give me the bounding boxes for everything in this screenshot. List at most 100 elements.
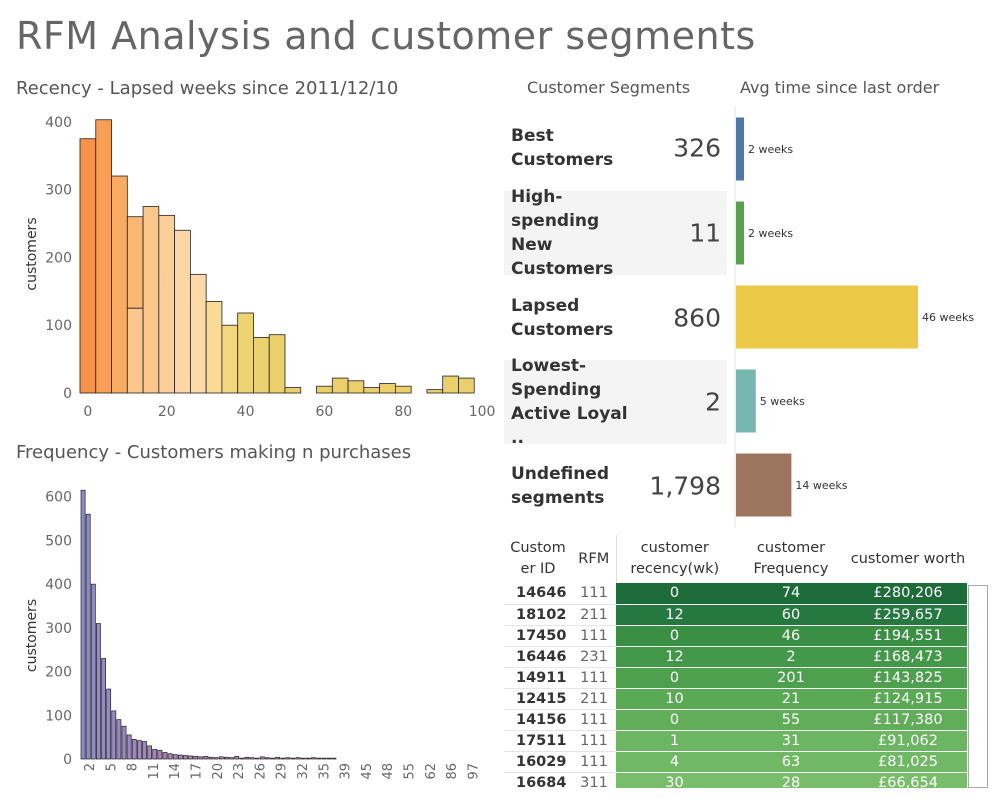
table-row[interactable]: 16446 231 12 2 £168,473 <box>504 646 967 668</box>
segment-row[interactable]: Lowest-Spending Active Loyal .. 2 <box>504 356 727 448</box>
histogram-bar <box>205 301 223 394</box>
histogram-bar <box>158 214 176 394</box>
table-row[interactable]: 16029 111 4 63 £81,025 <box>504 751 967 773</box>
y-tick-label: 0 <box>63 386 72 402</box>
avg-time-label: 46 weeks <box>922 311 974 324</box>
histogram-bar <box>96 623 101 760</box>
histogram-bar <box>188 755 193 760</box>
x-tick-label: 86 <box>445 763 460 780</box>
col-header-rfm[interactable]: RFM <box>578 550 610 567</box>
histogram-bar <box>259 756 265 760</box>
y-tick-label: 200 <box>45 250 72 266</box>
histogram-bar <box>239 757 245 760</box>
histogram-bar <box>116 719 122 760</box>
histogram-bar <box>126 216 144 309</box>
histogram-bar <box>280 757 286 760</box>
x-tick-label: 29 <box>275 763 290 780</box>
histogram-bar <box>331 757 337 760</box>
frequency-chart-title: Frequency - Customers making n purchases <box>16 442 412 463</box>
x-tick-label: 2 <box>83 763 98 771</box>
histogram-bar <box>442 375 459 394</box>
x-tick-label: 32 <box>296 763 311 780</box>
segment-count: 11 <box>689 218 721 248</box>
histogram-bar <box>458 377 475 394</box>
segment-row[interactable]: Undefined segments 1,798 <box>504 444 727 528</box>
cell-rfm: 231 <box>572 646 616 668</box>
y-tick-label: 400 <box>45 115 72 131</box>
histogram-bar <box>142 206 160 394</box>
table-row[interactable]: 16684 311 30 28 £66,654 <box>504 772 967 788</box>
histogram-bar <box>275 756 281 760</box>
table-scrollbar[interactable] <box>968 585 988 788</box>
avg-time-header: Avg time since last order <box>740 78 940 97</box>
y-axis-label: customers <box>24 217 40 290</box>
cell-rfm: 111 <box>572 751 616 773</box>
cell-recency: 30 <box>616 772 733 788</box>
x-tick-label: 20 <box>211 763 226 780</box>
histogram-bar <box>189 273 207 394</box>
histogram-bar <box>203 756 209 760</box>
cell-worth: £124,915 <box>849 688 967 710</box>
segment-name: Lowest-Spending Active Loyal .. <box>511 356 628 448</box>
segment-row[interactable]: Best Customers 326 <box>504 106 727 190</box>
segment-row[interactable]: High-spending New Customers 11 <box>504 187 727 279</box>
y-tick-label: 100 <box>45 318 72 334</box>
histogram-bar <box>95 119 112 394</box>
histogram-bar <box>326 757 332 760</box>
cell-worth: £117,380 <box>849 709 967 731</box>
histogram-bar <box>172 754 178 760</box>
histogram-bar <box>234 756 240 760</box>
x-tick-label: 45 <box>360 763 375 780</box>
col-header-customer-id[interactable]: Custom er ID <box>510 540 566 577</box>
cell-recency: 10 <box>616 688 733 710</box>
histogram-bar <box>363 387 381 394</box>
histogram-bar <box>177 754 183 760</box>
histogram-bar <box>300 757 306 760</box>
avg-time-bar <box>736 453 792 517</box>
table-row[interactable]: 14911 111 0 201 £143,825 <box>504 667 967 689</box>
histogram-bar <box>79 138 97 394</box>
cell-frequency: 31 <box>733 730 849 752</box>
cell-rfm: 211 <box>572 688 616 710</box>
segment-count: 2 <box>705 387 721 417</box>
table-row[interactable]: 14646 111 0 74 £280,206 <box>504 583 967 605</box>
cell-rfm: 311 <box>572 772 616 788</box>
segment-count: 860 <box>673 303 721 333</box>
x-tick-label: 39 <box>339 763 354 780</box>
histogram-bar <box>264 757 270 760</box>
table-row[interactable]: 12415 211 10 21 £124,915 <box>504 688 967 710</box>
cell-worth: £91,062 <box>849 730 967 752</box>
cell-customer-id: 12415 <box>504 688 572 710</box>
x-tick-label: 26 <box>253 763 268 780</box>
col-header-recency[interactable]: customer recency(wk) <box>615 535 733 583</box>
cell-worth: £259,657 <box>849 604 967 626</box>
histogram-bar <box>167 753 173 760</box>
col-header-worth[interactable]: customer worth <box>850 550 966 567</box>
table-row[interactable]: 17450 111 0 46 £194,551 <box>504 625 967 647</box>
table-row[interactable]: 17511 111 1 31 £91,062 <box>504 730 967 752</box>
histogram-bar <box>268 334 286 394</box>
cell-frequency: 2 <box>733 646 849 668</box>
customer-table: Custom er ID RFM customer recency(wk) cu… <box>504 535 990 788</box>
cell-frequency: 28 <box>733 772 849 788</box>
table-row[interactable]: 14156 111 0 55 £117,380 <box>504 709 967 731</box>
cell-customer-id: 18102 <box>504 604 572 626</box>
cell-rfm: 111 <box>572 625 616 647</box>
cell-customer-id: 17511 <box>504 730 572 752</box>
cell-frequency: 46 <box>733 625 849 647</box>
avg-time-bar <box>736 285 918 349</box>
x-tick-label: 80 <box>394 404 412 420</box>
histogram-bar <box>347 380 365 394</box>
segment-row[interactable]: Lapsed Customers 860 <box>504 276 727 360</box>
x-tick-label: 20 <box>158 404 176 420</box>
y-tick-label: 300 <box>45 183 72 199</box>
y-tick-label: 0 <box>63 752 72 768</box>
col-header-frequency[interactable]: customer Frequency <box>753 540 829 577</box>
cell-worth: £66,654 <box>849 772 967 788</box>
x-tick-label: 35 <box>317 763 332 780</box>
histogram-bar <box>152 749 158 760</box>
segment-name: Best Customers <box>511 126 614 170</box>
histogram-bar <box>253 336 270 394</box>
table-row[interactable]: 18102 211 12 60 £259,657 <box>504 604 967 626</box>
cell-recency: 0 <box>616 709 733 731</box>
